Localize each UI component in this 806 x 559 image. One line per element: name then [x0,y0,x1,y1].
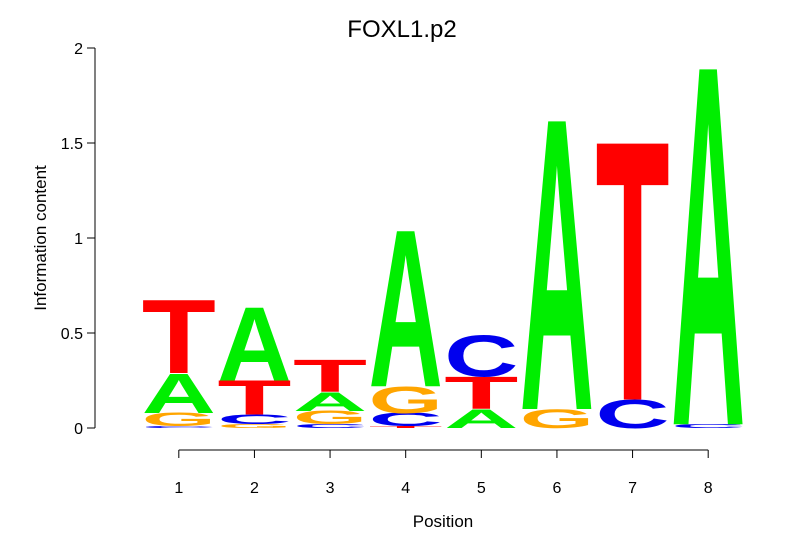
logo-letter: G [142,409,216,430]
letter-group: C [293,423,367,429]
x-tick-label: 1 [174,480,183,497]
letter-group: T [444,368,519,420]
logo-letter: C [596,391,670,437]
letter-group: T [293,351,368,403]
logo-letter: A [142,362,216,426]
letter-group: T [369,426,443,429]
y-tick-label: 2 [74,41,83,58]
logo-letter: A [217,286,291,404]
letter-group: A [671,0,745,535]
letter-group: C [217,412,291,427]
y-tick-label: 1.5 [61,136,83,153]
letter-group: A [369,182,443,435]
logo-letter: A [444,403,518,434]
x-tick-label: 5 [477,480,486,497]
logo-letter: A [671,0,745,535]
y-tick-label: 0.5 [61,326,83,343]
logo-letter: A [369,182,443,435]
logo-letter: C [671,423,745,429]
letter-group: A [520,30,594,498]
x-tick-label: 2 [250,480,259,497]
x-axis-label: Position [413,512,473,531]
letter-group: C [671,423,745,429]
letter-group: A [217,286,291,404]
letter-group: A [293,386,367,417]
letter-group: T [142,278,216,396]
logo-letter: G [369,379,443,421]
letter-group: C [369,409,443,430]
logo-letter: T [217,371,291,425]
x-tick-label: 3 [326,480,335,497]
letter-group: G [293,407,367,428]
y-axis-label: Information content [31,165,50,311]
chart-title: FOXL1.p2 [347,16,456,43]
logo-letter: T [142,278,216,396]
logo-letter: G [293,407,367,428]
logo-letter: C [142,426,216,429]
letter-group: C [142,426,216,429]
letter-group: T [596,62,670,478]
logo-letter: C [369,409,443,430]
letter-group: C [444,323,518,390]
letter-group: A [444,403,518,434]
y-tick-label: 0 [74,421,83,438]
logo-letter: C [217,412,291,427]
logo-letter: A [293,386,367,417]
logo-letter: C [444,323,518,390]
y-tick-label: 1 [74,231,83,248]
logo-letter: G [520,403,594,434]
letter-group: G [369,379,443,421]
letter-group: T [217,371,291,425]
logo-letter: T [293,351,368,403]
x-tick-label: 6 [552,480,561,497]
letter-group: G [520,403,594,434]
logo-letter: A [520,30,594,498]
letter-group: A [142,362,216,426]
logo-letter: T [369,426,443,429]
x-tick-label: 8 [704,480,713,497]
letter-group: G [217,423,291,429]
letter-group: G [142,409,216,430]
letter-group: C [596,391,670,437]
logo-letter: T [444,368,519,420]
x-tick-label: 4 [401,480,410,497]
logo-letter: G [217,423,291,429]
logo-letter: T [596,62,670,478]
x-tick-label: 7 [628,480,637,497]
logo-letter: C [293,423,367,429]
